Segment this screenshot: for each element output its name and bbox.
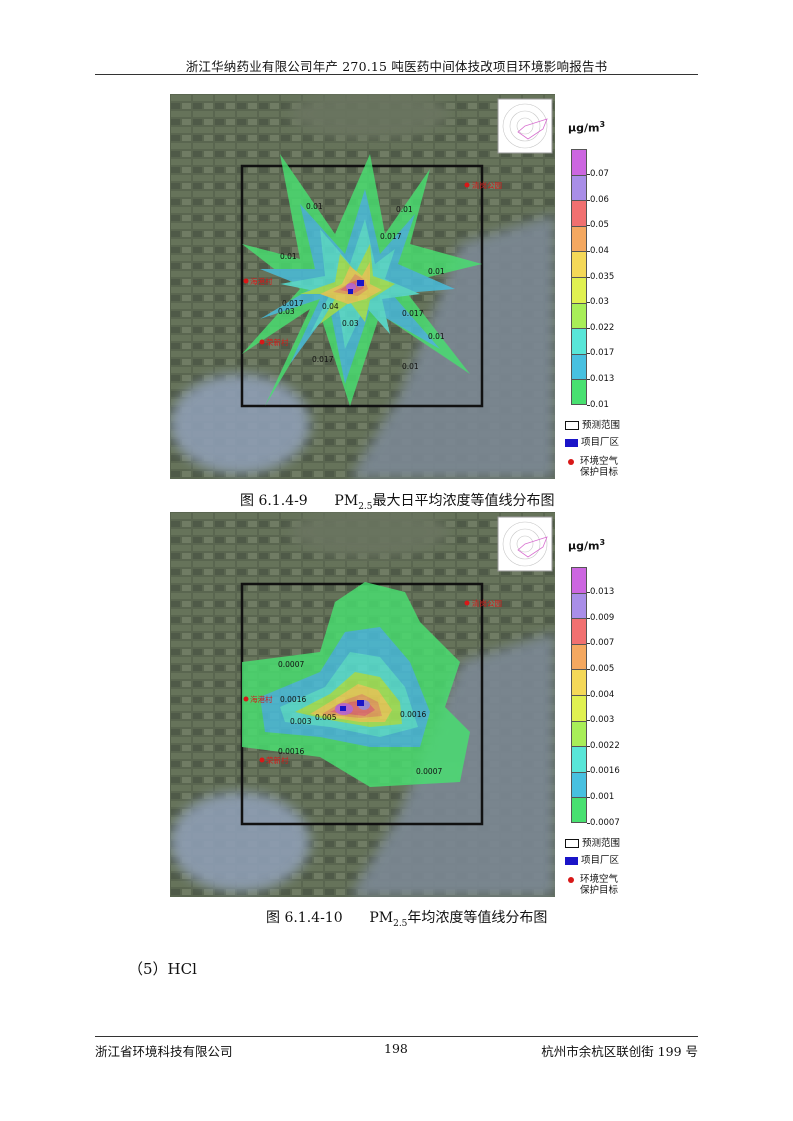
scale-tick: 0.01 [587,400,609,410]
scale-swatch [571,149,587,175]
scale-swatch [571,669,587,695]
figure-caption-annual: 图 6.1.4-10 PM2.5年均浓度等值线分布图 [266,910,548,929]
legend-range: 预测范围 [565,420,620,431]
contour-label: 0.017 [312,355,334,364]
scale-tick: 0.013 [586,587,615,597]
contour-map-daily: 清岗公园 海港村 荣新村 0.01 0.017 0.01 0.01 0.01 0… [170,94,555,479]
scale-swatch [571,302,587,329]
footer-company: 浙江省环境科技有限公司 [95,1044,233,1059]
contour-label: 0.04 [322,302,339,311]
scale-swatch [571,200,587,226]
scale-tick: 0.03 [587,297,609,307]
contour-label: 0.01 [396,205,413,214]
document-header: 浙江华纳药业有限公司年产 270.15 吨医药中间体技改项目环境影响报告书 [185,59,608,74]
scale-swatch [571,618,587,644]
contour-label: 0.01 [428,267,445,276]
scale-swatch [571,746,587,772]
unit-label: μg/m3 [568,120,606,135]
contour-label: 0.0016 [280,695,306,704]
contour-label: 0.01 [402,362,419,371]
unit-label: μg/m3 [568,538,606,553]
target-dot-icon [568,877,574,883]
contour-label: 0.0016 [278,747,304,756]
page-number: 198 [384,1041,408,1056]
footer-address: 杭州市余杭区联创街 199 号 [541,1044,698,1059]
legend-target: 环境空气 保护目标 [565,874,618,896]
scale-tick: 0.001 [586,792,615,802]
scale-tick: 0.0022 [587,741,620,751]
svg-text:清岗公园: 清岗公园 [472,598,502,608]
contour-label: 0.017 [282,299,304,308]
scale-swatch [571,251,587,277]
contour-label: 0.0016 [400,710,426,719]
section-heading: （5）HCl [128,960,197,978]
contour-label: 0.005 [315,713,337,722]
scale-swatch [571,592,587,619]
legend-site: 项目厂区 [565,855,619,866]
svg-text:海港村: 海港村 [250,694,273,704]
contour-map-annual: 清岗公园 海港村 荣新村 0.0007 0.0016 0.003 0.005 0… [170,512,555,897]
scale-tick: 0.035 [586,272,615,282]
range-box-icon [565,421,579,430]
scale-swatch [571,174,587,201]
contour-label: 0.01 [428,332,445,341]
scale-tick: 0.0016 [587,766,620,776]
svg-text:荣新村: 荣新村 [266,755,289,765]
scale-tick: 0.04 [587,246,609,256]
scale-tick: 0.017 [586,348,615,358]
scale-tick: 0.0007 [587,818,620,828]
scale-tick: 0.004 [586,690,615,700]
figure-caption-daily: 图 6.1.4-9 PM2.5最大日平均浓度等值线分布图 [240,493,555,512]
scale-tick: 0.05 [587,220,609,230]
scale-swatch [571,720,587,747]
scale-swatch [571,276,587,303]
scale-tick: 0.005 [586,664,615,674]
svg-text:海港村: 海港村 [250,276,273,286]
contour-label: 0.017 [402,309,424,318]
legend-target: 环境空气 保护目标 [565,456,618,478]
scale-swatch [571,643,587,670]
scale-swatch [571,771,587,798]
color-scale [571,567,589,823]
legend-annual: μg/m3 0.013 0.009 0.007 0.005 0.004 0.00… [556,512,626,897]
svg-text:清岗公园: 清岗公园 [472,180,502,190]
scale-tick: 0.003 [586,715,615,725]
contour-label: 0.017 [380,232,402,241]
scale-tick: 0.009 [586,613,615,623]
scale-swatch [571,694,587,721]
contour-label: 0.03 [342,319,359,328]
contour-label: 0.01 [306,202,323,211]
header-divider [95,74,698,75]
scale-tick: 0.013 [586,374,615,384]
target-dot-icon [568,459,574,465]
contour-label: 0.0007 [278,660,304,669]
scale-swatch [571,379,587,405]
scale-swatch [571,353,587,380]
scale-tick: 0.07 [587,169,609,179]
svg-text:荣新村: 荣新村 [266,337,289,347]
contour-label: 0.003 [290,717,312,726]
scale-tick: 0.022 [586,323,615,333]
scale-swatch [571,225,587,252]
contour-label: 0.0007 [416,767,442,776]
legend-daily: μg/m3 0.07 0.06 0.05 0.04 0.035 0.03 0.0… [556,94,626,479]
site-square-icon [565,856,578,865]
site-square-icon [565,438,578,447]
legend-site: 项目厂区 [565,437,619,448]
scale-swatch [571,567,587,593]
scale-swatch [571,328,587,354]
legend-range: 预测范围 [565,838,620,849]
footer-divider [95,1036,698,1037]
contour-label: 0.03 [278,307,295,316]
scale-swatch [571,797,587,823]
scale-tick: 0.06 [587,195,609,205]
range-box-icon [565,839,579,848]
scale-tick: 0.007 [586,638,615,648]
contour-label: 0.01 [280,252,297,261]
color-scale [571,149,589,405]
